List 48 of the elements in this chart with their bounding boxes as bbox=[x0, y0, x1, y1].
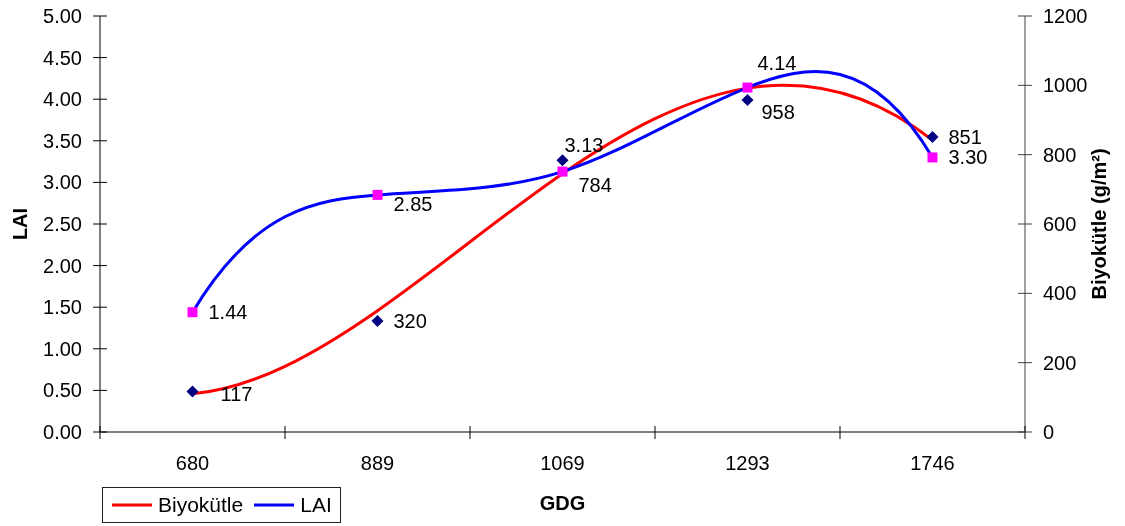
data-label: 851 bbox=[948, 125, 982, 148]
data-label: 958 bbox=[761, 100, 795, 123]
x-tick-label: 889 bbox=[360, 452, 395, 474]
y-axis-title: LAI bbox=[9, 207, 31, 241]
y-tick-label: 0.50 bbox=[43, 379, 82, 402]
point bbox=[556, 154, 569, 167]
point bbox=[372, 189, 383, 200]
y-tick-label: 5.00 bbox=[43, 5, 82, 27]
x-tick-label: 1293 bbox=[725, 452, 770, 474]
y-tick-label: 4.00 bbox=[43, 88, 82, 111]
y-tick-label: 2.00 bbox=[43, 254, 82, 277]
data-label: 3.30 bbox=[948, 146, 988, 169]
data-label: 3.13 bbox=[564, 133, 604, 156]
x-tick-label: 1069 bbox=[540, 452, 585, 474]
legend-label: Biyokütle bbox=[158, 493, 244, 517]
y2-axis-title: Biyokütle (g/m²) bbox=[1088, 148, 1110, 300]
y-tick-label: 3.50 bbox=[43, 129, 82, 152]
point bbox=[927, 152, 938, 163]
y2-tick-label: 800 bbox=[1043, 143, 1077, 166]
y-tick-label: 0.00 bbox=[43, 421, 82, 443]
data-label: 4.14 bbox=[757, 51, 797, 74]
point bbox=[371, 315, 384, 328]
y-tick-label: 3.00 bbox=[43, 171, 82, 194]
point bbox=[187, 307, 198, 318]
data-label: 320 bbox=[393, 310, 427, 333]
x-axis-title: GDG bbox=[539, 492, 586, 514]
x-tick-label: 1746 bbox=[910, 452, 955, 474]
legend-label: LAI bbox=[300, 493, 332, 517]
y2-tick-label: 200 bbox=[1043, 351, 1077, 374]
y-tick-label: 1.00 bbox=[43, 337, 82, 360]
x-tick-label: 680 bbox=[175, 452, 210, 474]
y-tick-label: 1.50 bbox=[43, 296, 82, 319]
y-tick-label: 4.50 bbox=[43, 46, 82, 69]
point bbox=[742, 82, 753, 93]
point bbox=[926, 130, 939, 143]
data-label: 784 bbox=[578, 174, 612, 197]
data-label: 117 bbox=[220, 383, 253, 406]
point bbox=[186, 385, 199, 398]
y2-tick-label: 600 bbox=[1043, 213, 1077, 235]
y2-tick-label: 0 bbox=[1043, 421, 1055, 443]
data-label: 1.44 bbox=[208, 301, 248, 324]
y2-tick-label: 1200 bbox=[1043, 5, 1088, 27]
point bbox=[741, 93, 754, 106]
point bbox=[557, 166, 568, 177]
y2-tick-label: 400 bbox=[1043, 282, 1077, 305]
y-tick-label: 2.50 bbox=[43, 213, 82, 235]
data-label: 2.85 bbox=[393, 192, 433, 215]
y2-tick-label: 1000 bbox=[1043, 74, 1088, 97]
